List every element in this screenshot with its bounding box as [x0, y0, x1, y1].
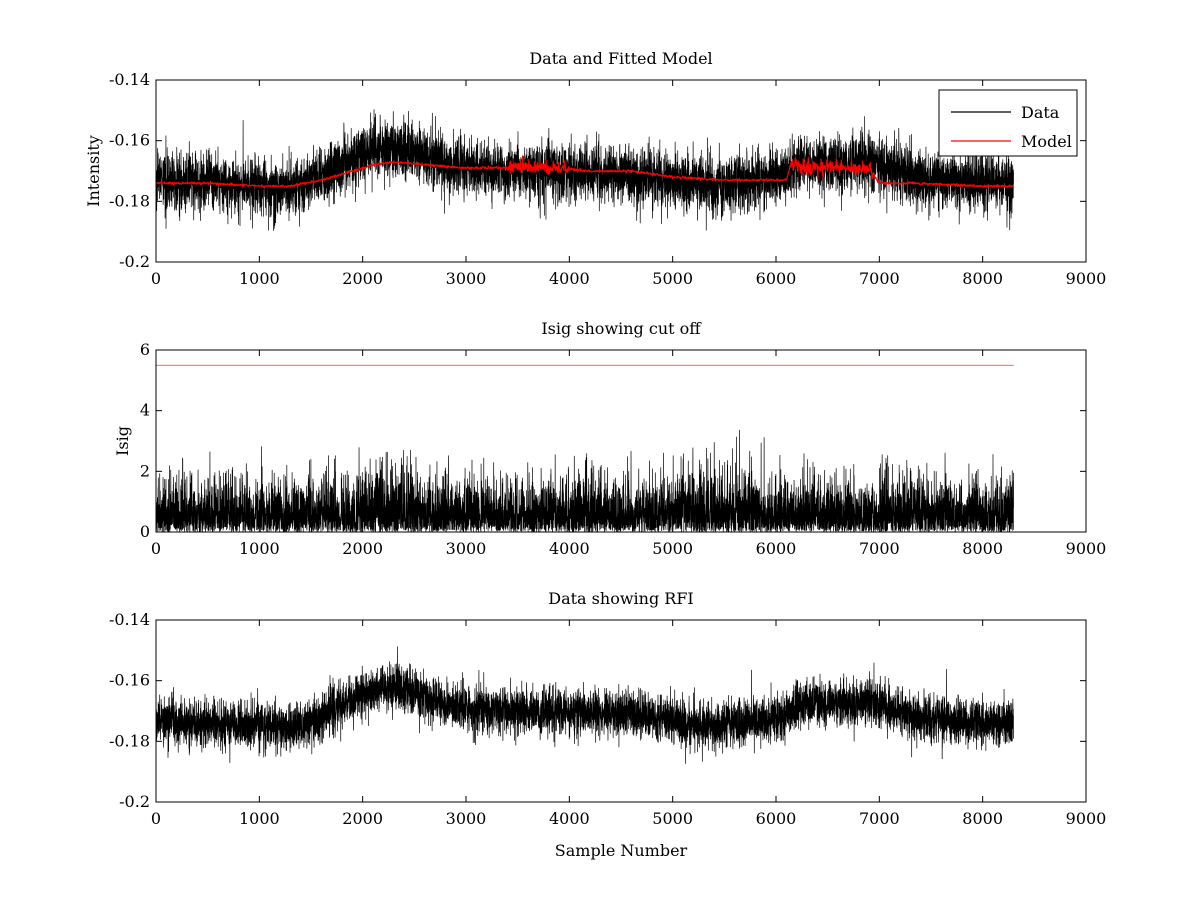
y-tick-label: -0.18 [109, 731, 150, 750]
axes-box [155, 619, 1087, 803]
x-tick-label: 8000 [962, 539, 1003, 558]
panel-data-showing-rfi: 0 1000 2000 3000 4000 5000 6000 7000 8000 9000 -0.… [109, 589, 1106, 860]
y-tick-label: -0.18 [109, 191, 150, 210]
y-tick-label: -0.16 [109, 671, 150, 690]
series-line-series-0 [156, 429, 1014, 532]
x-tick-label: 4000 [549, 809, 590, 828]
y-tick-label: 2 [140, 461, 150, 480]
axes-box [155, 79, 1087, 263]
y-tick-label: -0.16 [109, 131, 150, 150]
x-tick-label: 6000 [756, 809, 797, 828]
x-tick-label: 1000 [239, 269, 280, 288]
x-tick-label: 0 [151, 809, 161, 828]
series-line-model [156, 155, 1015, 189]
x-axis-label: Sample Number [555, 841, 688, 860]
y-tick-label: -0.14 [109, 70, 150, 89]
x-tick-label: 1000 [239, 539, 280, 558]
legend-label-data: Data [1021, 103, 1060, 122]
y-tick-label: -0.2 [119, 252, 150, 271]
legend-box [938, 89, 1078, 157]
y-tick-label: 6 [140, 340, 150, 359]
series-group [156, 364, 1014, 532]
x-tick-label: 7000 [859, 809, 900, 828]
x-tick-label: 3000 [446, 269, 487, 288]
x-tick-label: 5000 [652, 539, 693, 558]
y-tick-label: -0.2 [119, 792, 150, 811]
x-tick-label: 8000 [962, 809, 1003, 828]
y-axis-label: Isig [113, 426, 132, 456]
x-tick-label: 2000 [342, 269, 383, 288]
x-tick-label: 2000 [342, 539, 383, 558]
axes-box [155, 349, 1087, 533]
x-tick-label: 0 [151, 539, 161, 558]
x-tick-label: 9000 [1066, 269, 1107, 288]
x-tick-label: 5000 [652, 269, 693, 288]
series-line-series-0 [156, 646, 1014, 764]
panel-isig-cutoff: 0 1000 2000 3000 4000 5000 6000 7000 8000 9000 0 2 4… [113, 319, 1106, 558]
x-tick-label: 2000 [342, 809, 383, 828]
x-tick-label: 0 [151, 269, 161, 288]
legend: Data Model [938, 89, 1078, 157]
x-tick-label: 4000 [549, 269, 590, 288]
x-tick-label: 8000 [962, 269, 1003, 288]
series-group [156, 646, 1014, 764]
legend-label-model: Model [1021, 132, 1072, 151]
x-tick-label: 3000 [446, 539, 487, 558]
x-tick-label: 7000 [859, 539, 900, 558]
x-tick-label: 4000 [549, 539, 590, 558]
x-tick-label: 6000 [756, 269, 797, 288]
y-tick-label: 0 [140, 522, 150, 541]
y-tick-label: 4 [140, 401, 150, 420]
x-tick-label: 6000 [756, 539, 797, 558]
y-axis-label: Intensity [84, 135, 103, 207]
panel-data-and-fitted-model: 0 1000 2000 3000 4000 5000 6000 7000 8000 9000 -0.… [84, 49, 1106, 288]
series-line-data [156, 109, 1014, 231]
chart-title: Data showing RFI [548, 589, 693, 608]
x-tick-label: 9000 [1066, 539, 1107, 558]
chart-title: Isig showing cut off [541, 319, 702, 338]
x-tick-label: 9000 [1066, 809, 1107, 828]
x-tick-label: 3000 [446, 809, 487, 828]
chart-title: Data and Fitted Model [529, 49, 712, 68]
x-tick-label: 5000 [652, 809, 693, 828]
series-group [156, 109, 1015, 231]
x-tick-label: 1000 [239, 809, 280, 828]
y-tick-label: -0.14 [109, 610, 150, 629]
x-tick-label: 7000 [859, 269, 900, 288]
